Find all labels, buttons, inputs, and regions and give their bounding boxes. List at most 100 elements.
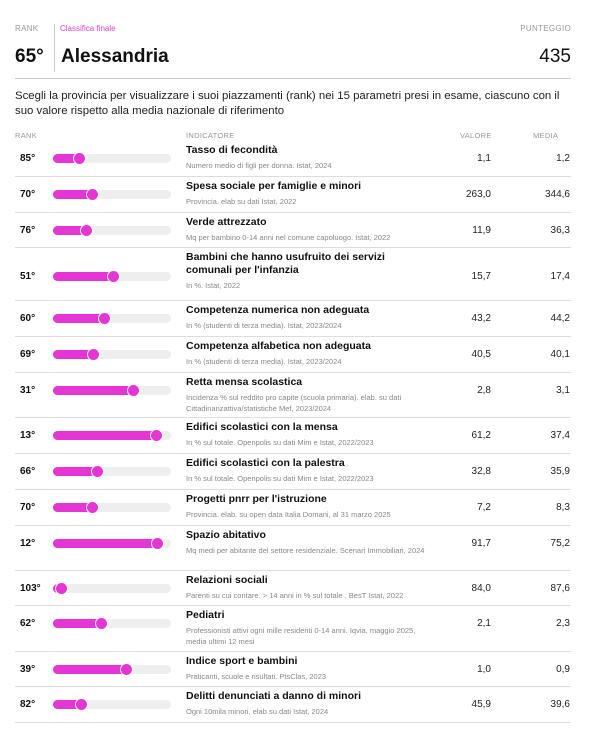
rank-bar-marker <box>85 501 99 514</box>
indicator-source: Ogni 10mila minori. elab su dati Istat, … <box>186 707 329 716</box>
row-rank: 76° <box>20 225 36 236</box>
rank-bar <box>53 537 171 550</box>
indicator-value: 263,0 <box>465 189 491 200</box>
indicator-source: Mq medi per abitante del settore residen… <box>186 546 425 555</box>
rank-bar-fill <box>53 190 92 199</box>
rank-bar-marker <box>127 384 141 397</box>
indicator-title: Spesa sociale per famiglie e minori <box>186 180 362 192</box>
rank-bar <box>53 384 171 397</box>
indicator-title: Indice sport e bambini <box>186 655 298 667</box>
indicator-title: Edifici scolastici con la mensa <box>186 421 338 433</box>
indicator-average: 344,6 <box>544 189 570 200</box>
indicator-title: Relazioni sociali <box>186 574 268 586</box>
indicator-title: Verde attrezzato <box>186 216 267 228</box>
rank-bar-marker <box>95 617 109 630</box>
row-rank: 82° <box>20 699 36 710</box>
indicator-average: 40,1 <box>550 349 570 360</box>
indicator-value: 2,8 <box>477 385 491 396</box>
indicator-title: Competenza alfabetica non adeguata <box>186 340 371 352</box>
rank-bar-fill <box>53 467 97 476</box>
indicator-source: Praticanti, scuole e risultati. PtsClas,… <box>186 672 327 681</box>
indicator-average: 17,4 <box>550 271 570 282</box>
column-header-indicator: INDICATORE <box>186 131 235 140</box>
indicator-value: 61,2 <box>471 430 491 441</box>
overall-rank: 65° <box>15 46 44 67</box>
indicator-value: 15,7 <box>471 271 491 282</box>
table-row: 62° Pediatri Professionisti attivi ogni mi… <box>15 606 571 652</box>
column-header-value: VALORE <box>460 131 492 140</box>
indicator-average: 87,6 <box>550 583 570 594</box>
rank-bar-marker <box>107 270 121 283</box>
rank-bar-fill <box>53 350 94 359</box>
indicator-title: Tasso di fecondità <box>186 144 278 156</box>
score-label: PUNTEGGIO <box>520 24 571 33</box>
rank-bar-marker <box>87 348 101 361</box>
rank-bar-fill <box>53 503 92 512</box>
rank-label: RANK <box>15 24 39 33</box>
row-rank: 60° <box>20 313 36 324</box>
indicator-title: Retta mensa scolastica <box>186 376 303 388</box>
rank-bar-fill <box>53 272 114 281</box>
table-row: 31° Retta mensa scolastica Incidenza % sul… <box>15 373 571 418</box>
rank-bar <box>53 617 171 630</box>
row-rank: 85° <box>20 153 36 164</box>
table-row: 60° Competenza numerica non adeguata In % … <box>15 301 571 337</box>
rank-bar <box>53 429 171 442</box>
indicator-source: In % (studenti di terza media). Istat, 2… <box>186 321 342 330</box>
table-row: 76° Verde attrezzato Mq per bambino 0-14 a… <box>15 213 571 248</box>
rank-bar <box>53 152 171 165</box>
province-name[interactable]: Alessandria <box>61 46 169 67</box>
row-rank: 12° <box>20 538 36 549</box>
rank-bar <box>53 501 171 514</box>
rank-bar-marker <box>85 188 99 201</box>
row-rank: 66° <box>20 466 36 477</box>
rank-bar-fill <box>53 226 87 235</box>
table-row: 66° Edifici scolastici con la palestra In … <box>15 454 571 490</box>
indicator-value: 91,7 <box>471 538 491 549</box>
rank-bar <box>53 312 171 325</box>
row-rank: 70° <box>20 502 36 513</box>
row-rank: 70° <box>20 189 36 200</box>
rank-bar-fill <box>53 154 79 163</box>
indicator-value: 2,1 <box>477 618 491 629</box>
table-row: 70° Spesa sociale per famiglie e minori Pr… <box>15 177 571 213</box>
row-rank: 13° <box>20 430 36 441</box>
indicator-title: Delitti denunciati a danno di minori <box>186 690 362 702</box>
overall-score: 435 <box>539 46 571 67</box>
indicator-value: 11,9 <box>472 225 491 236</box>
table-row: 69° Competenza alfabetica non adeguata In … <box>15 337 571 373</box>
table-row: 51° Bambini che hanno usufruito dei servi… <box>15 248 571 301</box>
indicator-source: Mq per bambino 0-14 anni nel comune capo… <box>186 233 391 242</box>
rank-bar-fill <box>53 539 157 548</box>
section-label: Classifica finale <box>60 24 116 33</box>
column-header-average: MEDIA <box>533 131 559 140</box>
table-row: 85° Tasso di fecondità Numero medio di fig… <box>15 141 571 177</box>
rank-bar-fill <box>53 431 156 440</box>
row-rank: 51° <box>20 271 36 282</box>
row-rank: 31° <box>20 385 36 396</box>
rank-bar-marker <box>120 663 134 676</box>
rank-bar-fill <box>53 314 104 323</box>
indicator-value: 40,5 <box>471 349 491 360</box>
indicator-source: Numero medio di figli per donna. Istat, … <box>186 161 332 170</box>
indicator-value: 1,1 <box>477 153 491 164</box>
rank-bar-marker <box>80 224 94 237</box>
rank-bar-fill <box>53 700 82 709</box>
row-rank: 39° <box>20 664 36 675</box>
indicator-title: Progetti pnrr per l'istruzione <box>186 493 327 505</box>
indicator-source: In % sul totale. Openpolis su dati Mim e… <box>186 474 374 483</box>
rank-bar-fill <box>53 665 127 674</box>
indicator-average: 1,2 <box>556 153 570 164</box>
rank-bar <box>53 698 171 711</box>
indicator-average: 37,4 <box>550 430 570 441</box>
intro-text: Scegli la provincia per visualizzare i s… <box>15 90 560 117</box>
indicator-title: Competenza numerica non adeguata <box>186 304 370 316</box>
summary-header: RANK Classifica finale PUNTEGGIO 65° Ale… <box>15 24 571 72</box>
rank-bar-fill <box>53 386 134 395</box>
indicator-average: 35,9 <box>550 466 570 477</box>
rank-bar-marker <box>97 312 111 325</box>
indicator-title: Pediatri <box>186 609 225 621</box>
rank-bar-fill <box>53 619 102 628</box>
indicator-title: Spazio abitativo <box>186 529 266 541</box>
rank-bar-marker <box>90 465 104 478</box>
